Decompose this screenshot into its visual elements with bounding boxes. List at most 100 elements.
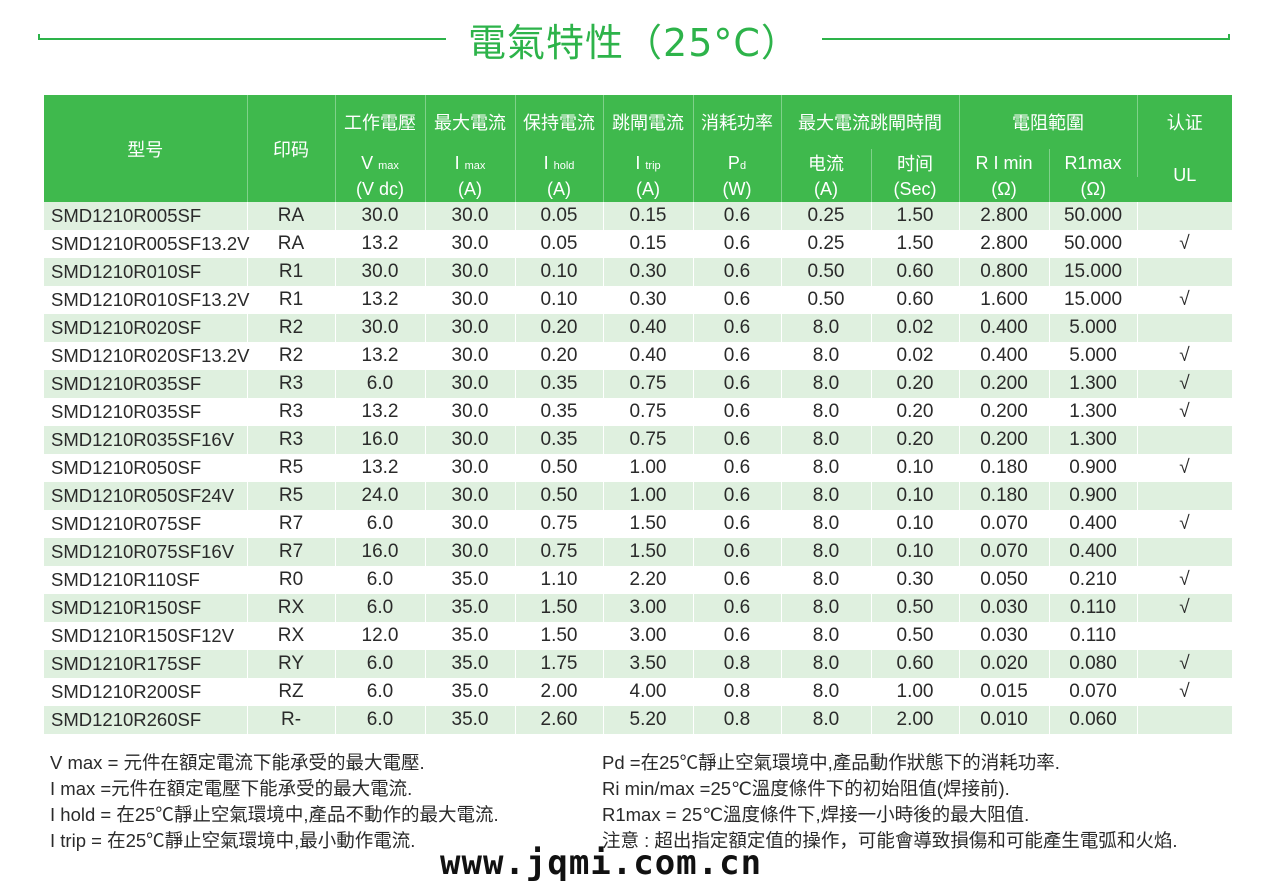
cell-ihold: 0.05 bbox=[515, 202, 604, 230]
symbol-ul: UL bbox=[1137, 149, 1232, 202]
table-row: SMD1210R020SF13.2V R2 13.2 30.0 0.20 0.40 0.6 8… bbox=[44, 342, 1233, 370]
cell-vmax: 13.2 bbox=[335, 230, 426, 258]
table-row: SMD1210R050SF24V R5 24.0 30.0 0.50 1.00 0.6 8.0… bbox=[44, 482, 1233, 510]
cell-vmax: 6.0 bbox=[335, 510, 426, 538]
cell-r1max: 0.080 bbox=[1049, 650, 1138, 678]
cell-pd: 0.6 bbox=[693, 426, 782, 454]
cell-r1max: 0.400 bbox=[1049, 538, 1138, 566]
cell-ttt-current: 8.0 bbox=[781, 622, 872, 650]
cell-r1max: 0.070 bbox=[1049, 678, 1138, 706]
table-row: SMD1210R010SF13.2V R1 13.2 30.0 0.10 0.30 0.6 0… bbox=[44, 286, 1233, 314]
cell-imax: 30.0 bbox=[425, 454, 516, 482]
col-header-operating-voltage: 工作電壓 bbox=[335, 95, 426, 149]
cell-model: SMD1210R075SF16V bbox=[44, 538, 248, 566]
cell-vmax: 6.0 bbox=[335, 678, 426, 706]
cell-model: SMD1210R010SF13.2V bbox=[44, 286, 249, 314]
cell-ul: √ bbox=[1137, 342, 1233, 370]
cell-ttt-current: 8.0 bbox=[781, 482, 872, 510]
cell-model: SMD1210R050SF bbox=[44, 454, 248, 482]
cell-ul: √ bbox=[1137, 454, 1233, 482]
table-row: SMD1210R075SF R7 6.0 30.0 0.75 1.50 0.6 8.0 0.10… bbox=[44, 510, 1233, 538]
cell-marking: R3 bbox=[247, 398, 336, 426]
unit-ttt-time: (Sec) bbox=[871, 177, 960, 202]
cell-r1max: 0.210 bbox=[1049, 566, 1138, 594]
symbol-ihold: I hold bbox=[515, 149, 604, 177]
title-rule-right bbox=[822, 34, 1230, 40]
cell-marking: R7 bbox=[247, 538, 336, 566]
cell-ul: √ bbox=[1137, 370, 1233, 398]
cell-pd: 0.6 bbox=[693, 594, 782, 622]
cell-ttt-time: 2.00 bbox=[871, 706, 960, 734]
cell-rimin: 2.800 bbox=[959, 230, 1050, 258]
electrical-characteristics-table: 型号 印码 工作電壓 最大電流 保持電流 跳閘電流 消耗功率 最大電流跳閘時間 … bbox=[44, 95, 1233, 734]
cell-vmax: 16.0 bbox=[335, 538, 426, 566]
cell-vmax: 30.0 bbox=[335, 258, 426, 286]
cell-model: SMD1210R035SF bbox=[44, 370, 248, 398]
cell-pd: 0.6 bbox=[693, 258, 782, 286]
header-row-groups: 型号 印码 工作電壓 最大電流 保持電流 跳閘電流 消耗功率 最大電流跳閘時間 … bbox=[44, 95, 1232, 202]
note-line: Ri min/max =25℃溫度條件下的初始阻值(焊接前). bbox=[602, 778, 1010, 799]
symbol-pd: Pd bbox=[693, 149, 782, 177]
cell-vmax: 6.0 bbox=[335, 370, 426, 398]
cell-rimin: 0.200 bbox=[959, 398, 1050, 426]
cell-imax: 35.0 bbox=[425, 650, 516, 678]
cell-itrip: 3.00 bbox=[603, 622, 694, 650]
cell-r1max: 50.000 bbox=[1049, 230, 1138, 258]
cell-imax: 30.0 bbox=[425, 202, 516, 230]
cell-ttt-current: 8.0 bbox=[781, 314, 872, 342]
cell-marking: R1 bbox=[247, 258, 336, 286]
table-row: SMD1210R005SF RA 30.0 30.0 0.05 0.15 0.6 0.25 1.… bbox=[44, 202, 1233, 230]
unit-vmax: (V dc) bbox=[335, 177, 426, 202]
cell-itrip: 3.00 bbox=[603, 594, 694, 622]
cell-r1max: 1.300 bbox=[1049, 398, 1138, 426]
cell-r1max: 50.000 bbox=[1049, 202, 1138, 230]
col-header-model: 型号 bbox=[44, 95, 248, 202]
cell-model: SMD1210R260SF bbox=[44, 706, 248, 734]
cell-model: SMD1210R010SF bbox=[44, 258, 248, 286]
cell-r1max: 5.000 bbox=[1049, 342, 1138, 370]
cell-imax: 30.0 bbox=[425, 230, 516, 258]
header-row-units: (V dc) (A) (A) (A) (W) (A) (Sec) (Ω) (Ω) bbox=[44, 177, 1232, 202]
unit-imax: (A) bbox=[425, 177, 516, 202]
cell-rimin: 0.020 bbox=[959, 650, 1050, 678]
cell-itrip: 1.00 bbox=[603, 482, 694, 510]
cell-marking: R2 bbox=[247, 314, 336, 342]
cell-rimin: 0.800 bbox=[959, 258, 1050, 286]
cell-model: SMD1210R200SF bbox=[44, 678, 248, 706]
cell-model: SMD1210R150SF bbox=[44, 594, 248, 622]
cell-r1max: 1.300 bbox=[1049, 370, 1138, 398]
cell-pd: 0.6 bbox=[693, 538, 782, 566]
cell-ttt-current: 8.0 bbox=[781, 566, 872, 594]
cell-itrip: 3.50 bbox=[603, 650, 694, 678]
cell-r1max: 0.400 bbox=[1049, 510, 1138, 538]
cell-r1max: 0.900 bbox=[1049, 482, 1138, 510]
cell-ul: √ bbox=[1137, 678, 1233, 706]
cell-model: SMD1210R020SF13.2V bbox=[44, 342, 249, 370]
cell-vmax: 30.0 bbox=[335, 314, 426, 342]
col-header-power: 消耗功率 bbox=[693, 95, 782, 149]
symbol-r1max: R1max bbox=[1049, 149, 1138, 177]
cell-rimin: 0.030 bbox=[959, 594, 1050, 622]
cell-ttt-time: 0.02 bbox=[871, 342, 960, 370]
cell-vmax: 16.0 bbox=[335, 426, 426, 454]
cell-ttt-time: 1.00 bbox=[871, 678, 960, 706]
cell-ttt-time: 0.30 bbox=[871, 566, 960, 594]
cell-rimin: 0.030 bbox=[959, 622, 1050, 650]
table-row: SMD1210R035SF16V R3 16.0 30.0 0.35 0.75 0.6 8.0… bbox=[44, 426, 1233, 454]
cell-marking: RA bbox=[247, 202, 336, 230]
cell-ul bbox=[1137, 258, 1233, 286]
cell-marking: R7 bbox=[247, 510, 336, 538]
cell-imax: 30.0 bbox=[425, 482, 516, 510]
cell-ihold: 1.50 bbox=[515, 594, 604, 622]
note-line: 注意 : 超出指定額定值的操作，可能會導致損傷和可能產生電弧和火焰. bbox=[602, 830, 1178, 851]
cell-ttt-current: 8.0 bbox=[781, 650, 872, 678]
table-row: SMD1210R150SF12V RX 12.0 35.0 1.50 3.00 0.6 8.0… bbox=[44, 622, 1233, 650]
table-row: SMD1210R035SF R3 13.2 30.0 0.35 0.75 0.6 8.0 0.2… bbox=[44, 398, 1233, 426]
symbol-ttt-time: 时间 bbox=[871, 149, 960, 177]
cell-pd: 0.6 bbox=[693, 482, 782, 510]
symbol-vmax: V max bbox=[335, 149, 426, 177]
cell-ul bbox=[1137, 482, 1233, 510]
cell-rimin: 0.400 bbox=[959, 342, 1050, 370]
cell-rimin: 0.050 bbox=[959, 566, 1050, 594]
cell-r1max: 0.060 bbox=[1049, 706, 1138, 734]
